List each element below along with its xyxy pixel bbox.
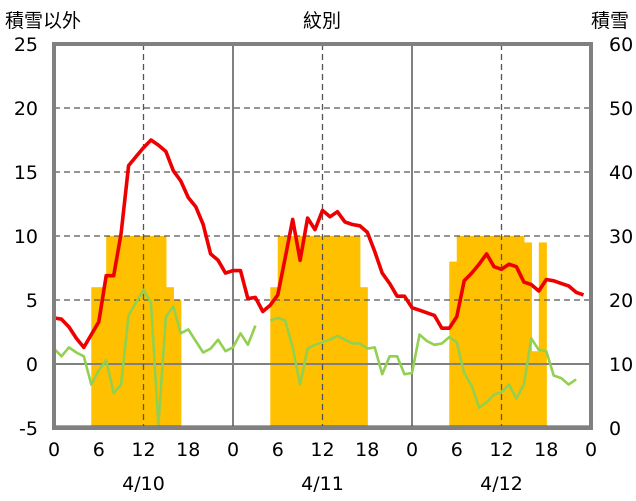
snow-bar <box>508 236 518 428</box>
snow-bar <box>471 236 480 428</box>
snow-bar <box>531 351 540 428</box>
left-axis-label: 積雪以外 <box>5 10 81 32</box>
left-tick-label: -5 <box>19 418 38 440</box>
plot-frame <box>52 42 593 430</box>
x-tick-label: 18 <box>355 439 379 461</box>
right-tick-label: 20 <box>609 290 633 312</box>
x-tick-label: 12 <box>310 439 334 461</box>
right-tick-label: 30 <box>609 226 633 248</box>
snow-bar <box>128 236 137 428</box>
grid-lines <box>54 44 591 428</box>
temperature-line <box>53 138 585 350</box>
snow-bar <box>113 236 122 428</box>
x-tick-label: 6 <box>93 439 105 461</box>
left-tick-label: 10 <box>14 226 38 248</box>
snow-bar <box>352 236 361 428</box>
snow-bar <box>329 236 339 428</box>
snow-bar <box>501 236 510 428</box>
snow-bar <box>165 287 174 428</box>
snow-bar <box>307 236 316 428</box>
snow-bar <box>121 236 130 428</box>
snow-bar <box>449 261 458 428</box>
left-tick-label: 25 <box>14 34 38 56</box>
snow-bar <box>494 236 503 428</box>
snow-bar <box>136 236 145 428</box>
x-tick-label: 12 <box>131 439 155 461</box>
chart-title: 紋別 <box>303 10 341 32</box>
snow-bar <box>292 236 301 428</box>
snow-bar <box>538 242 547 428</box>
right-tick-label: 0 <box>609 418 621 440</box>
snow-bar <box>300 236 309 428</box>
day-label: 4/11 <box>301 473 344 495</box>
x-tick-label: 0 <box>406 439 418 461</box>
snow-bar <box>143 236 152 428</box>
snow-bar <box>359 287 368 428</box>
x-tick-label: 0 <box>227 439 239 461</box>
snow-bar <box>464 236 473 428</box>
snow-bar <box>98 287 107 428</box>
x-tick-label: 12 <box>489 439 513 461</box>
snow-bar <box>315 236 324 428</box>
snow-bar <box>516 236 525 428</box>
day-label: 4/10 <box>122 473 165 495</box>
snow-bar <box>337 236 346 428</box>
snow-bar <box>456 236 465 428</box>
secondary-line <box>269 316 577 409</box>
x-tick-label: 6 <box>451 439 463 461</box>
snow-bar <box>91 287 100 428</box>
right-tick-label: 60 <box>609 34 633 56</box>
x-tick-label: 18 <box>176 439 200 461</box>
x-tick-label: 0 <box>585 439 597 461</box>
snow-bar <box>150 236 160 428</box>
left-tick-label: 5 <box>26 290 38 312</box>
snow-bar <box>158 236 167 428</box>
snow-bar <box>270 287 279 428</box>
left-tick-label: 0 <box>26 354 38 376</box>
snow-bar <box>106 236 115 428</box>
x-tick-label: 6 <box>272 439 284 461</box>
x-tick-label: 0 <box>48 439 60 461</box>
snow-bar <box>479 236 488 428</box>
left-tick-label: 15 <box>14 162 38 184</box>
snow-bar <box>322 236 331 428</box>
right-tick-label: 50 <box>609 98 633 120</box>
axis-ticks: -5 0 5 10 15 20 25 0 10 20 30 40 50 60 0 6 12 18 0 6 12 18 0 6 1… <box>14 34 633 495</box>
snow-bar <box>277 236 286 428</box>
right-axis-label: 積雪 <box>591 10 629 32</box>
right-tick-label: 40 <box>609 162 633 184</box>
left-tick-label: 20 <box>14 98 38 120</box>
x-tick-label: 18 <box>534 439 558 461</box>
snow-bar <box>344 236 353 428</box>
right-tick-label: 10 <box>609 354 633 376</box>
snow-bar <box>523 242 532 428</box>
secondary-line <box>53 288 257 427</box>
snow-bar <box>486 236 495 428</box>
day-label: 4/12 <box>480 473 523 495</box>
snow-depth-series <box>91 236 547 428</box>
